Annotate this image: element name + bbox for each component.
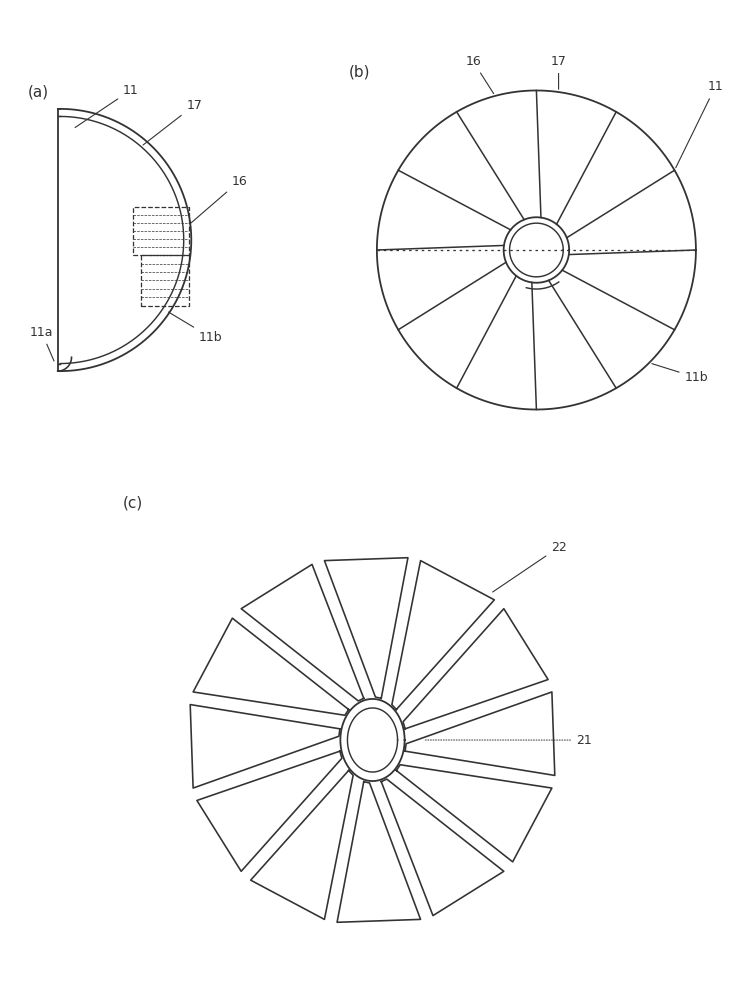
Text: (a): (a) — [28, 84, 48, 99]
Text: 11a: 11a — [30, 326, 54, 361]
Text: 16: 16 — [191, 175, 247, 223]
Text: (c): (c) — [122, 496, 143, 511]
Text: 11: 11 — [75, 84, 139, 128]
Text: 17: 17 — [143, 99, 202, 145]
Text: 11b: 11b — [652, 364, 708, 384]
Text: 11b: 11b — [168, 312, 223, 344]
Text: 17: 17 — [551, 55, 566, 89]
Text: 11: 11 — [676, 80, 723, 168]
Text: 21: 21 — [425, 734, 592, 747]
Text: (b): (b) — [349, 64, 370, 79]
Text: 16: 16 — [465, 55, 494, 94]
Text: 22: 22 — [492, 541, 567, 592]
